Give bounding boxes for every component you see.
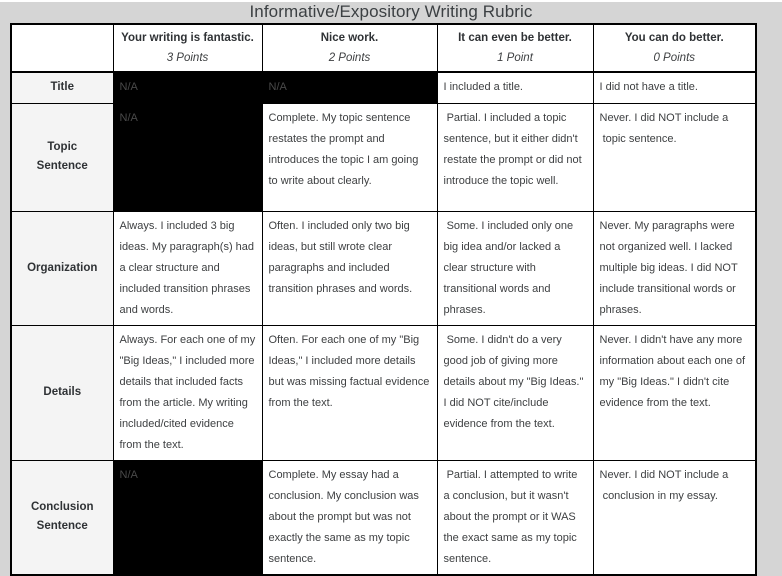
- header-cell-3-points: Your writing is fantastic. 3 Points: [112, 23, 263, 73]
- redacted-cell-title-3pts: N/A: [112, 71, 263, 104]
- redacted-cell-title-2pts: N/A: [261, 71, 438, 104]
- cell-title-1pt: I included a title.: [436, 71, 594, 104]
- cell-conclusion-sentence-2pts: Complete. My essay had a conclusion. My …: [261, 459, 438, 575]
- cell-organization-1pt: Some. I included only one big idea and/o…: [436, 210, 594, 326]
- cell-topic-sentence-2pts: Complete. My topic sentence restates the…: [261, 102, 438, 212]
- header-cell-0-points: You can do better. 0 Points: [592, 23, 757, 73]
- cell-conclusion-sentence-1pt: Partial. I attempted to write a conclusi…: [436, 459, 594, 575]
- cell-organization-0pts: Never. My paragraphs were not organized …: [592, 210, 757, 326]
- row-label-details: Details: [10, 324, 114, 461]
- header-points: 1 Point: [497, 52, 533, 64]
- row-organization: Organization Always. I included 3 big id…: [10, 210, 757, 326]
- row-label-topic-sentence: Topic Sentence: [10, 102, 114, 212]
- cell-details-1pt: Some. I didn't do a very good job of giv…: [436, 324, 594, 461]
- redacted-cell-conclusion-sentence-3pts: N/A: [112, 459, 263, 575]
- cell-organization-3pts: Always. I included 3 big ideas. My parag…: [112, 210, 263, 326]
- page-title-band: Informative/Expository Writing Rubric: [0, 2, 782, 22]
- header-points: 0 Points: [653, 52, 696, 64]
- header-cell-2-points: Nice work. 2 Points: [261, 23, 438, 73]
- row-conclusion-sentence: Conclusion Sentence N/A Complete. My ess…: [10, 459, 757, 575]
- header-label: Your writing is fantastic.: [121, 32, 254, 44]
- row-label-organization: Organization: [10, 210, 114, 326]
- row-label-conclusion-sentence: Conclusion Sentence: [10, 459, 114, 575]
- corner-cell: [10, 23, 114, 73]
- row-label-title: Title: [10, 71, 114, 104]
- cell-details-0pts: Never. I didn't have any more informatio…: [592, 324, 757, 461]
- header-label: Nice work.: [320, 32, 379, 44]
- redacted-cell-topic-sentence-3pts: N/A: [112, 102, 263, 212]
- header-label: It can even be better.: [458, 32, 572, 44]
- header-label: You can do better.: [624, 32, 724, 44]
- row-topic-sentence: Topic Sentence N/A Complete. My topic se…: [10, 102, 757, 212]
- header-row: Your writing is fantastic. 3 Points Nice…: [10, 23, 757, 73]
- cell-conclusion-sentence-0pts: Never. I did NOT include a conclusion in…: [592, 459, 757, 575]
- rubric-table: Your writing is fantastic. 3 Points Nice…: [10, 23, 757, 576]
- page-title: Informative/Expository Writing Rubric: [249, 2, 533, 21]
- header-points: 3 Points: [166, 52, 209, 64]
- cell-title-0pts: I did not have a title.: [592, 71, 757, 104]
- header-cell-1-point: It can even be better. 1 Point: [436, 23, 594, 73]
- row-details: Details Always. For each one of my "Big …: [10, 324, 757, 461]
- cell-topic-sentence-1pt: Partial. I included a topic sentence, bu…: [436, 102, 594, 212]
- cell-details-3pts: Always. For each one of my "Big Ideas," …: [112, 324, 263, 461]
- top-white-strip: [0, 0, 782, 2]
- header-points: 2 Points: [328, 52, 371, 64]
- cell-details-2pts: Often. For each one of my "Big Ideas," I…: [261, 324, 438, 461]
- cell-topic-sentence-0pts: Never. I did NOT include a topic sentenc…: [592, 102, 757, 212]
- cell-organization-2pts: Often. I included only two big ideas, bu…: [261, 210, 438, 326]
- row-title: Title N/A N/A I included a title. I did …: [10, 71, 757, 104]
